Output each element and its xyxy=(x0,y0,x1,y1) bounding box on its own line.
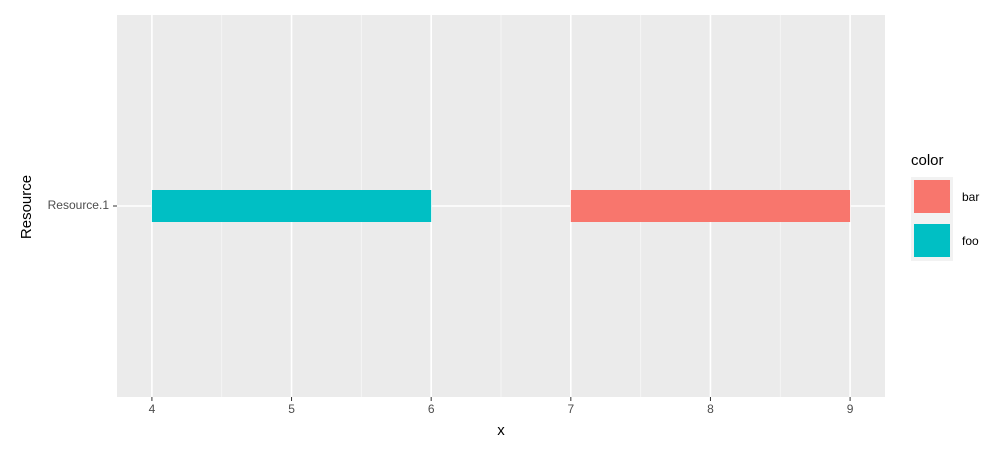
x-axis-title: x xyxy=(497,422,505,439)
x-tick-label: 9 xyxy=(847,402,854,416)
x-tick-label: 6 xyxy=(428,402,435,416)
legend-label: bar xyxy=(962,190,979,204)
legend-key xyxy=(914,224,950,257)
range-bar xyxy=(151,190,432,222)
legend-label: foo xyxy=(962,234,979,248)
marks xyxy=(151,190,851,222)
legend-title: color xyxy=(911,152,944,169)
legend-key xyxy=(914,180,950,213)
y-tick-label: Resource.1 xyxy=(48,198,110,212)
x-tick-label: 5 xyxy=(288,402,295,416)
x-tick-label: 8 xyxy=(707,402,714,416)
x-tick-label: 7 xyxy=(567,402,574,416)
x-tick-label: 4 xyxy=(149,402,156,416)
range-bar xyxy=(570,190,851,222)
y-axis-title: Resource xyxy=(18,175,35,239)
